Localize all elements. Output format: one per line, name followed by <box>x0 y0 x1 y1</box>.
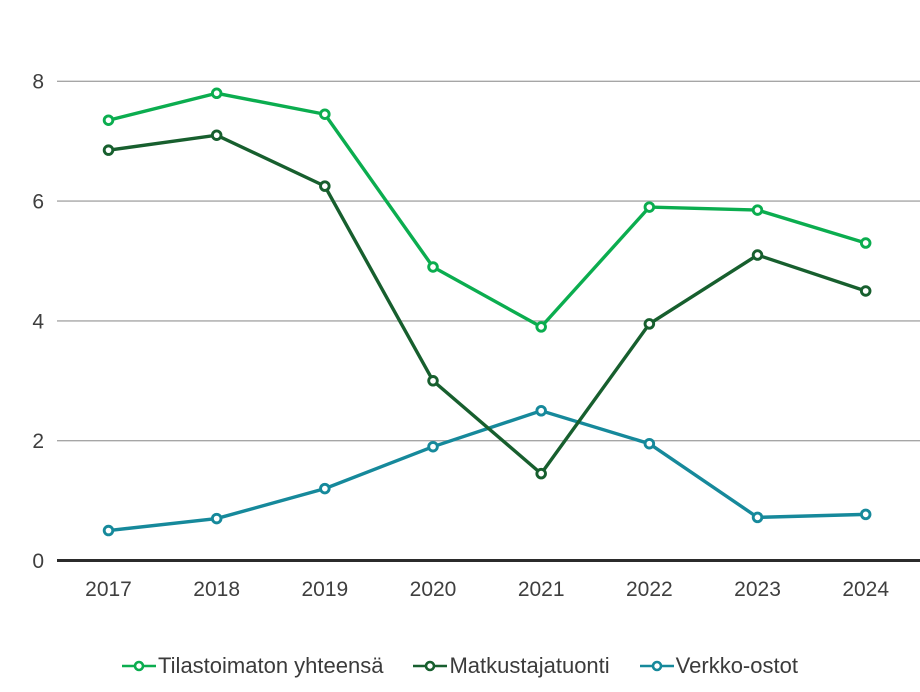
data-point-marker <box>643 318 656 330</box>
data-point-marker <box>535 467 547 480</box>
x-axis-labels: 2017 2018 2019 2020 2021 2022 2023 2024 <box>85 578 889 601</box>
chart-legend: Tilastoimaton yhteensä Matkustajatuonti Ve… <box>0 653 920 679</box>
data-point-marker <box>319 180 331 192</box>
x-tick-label: 2023 <box>734 578 781 601</box>
data-point-marker <box>102 114 115 126</box>
data-point-marker <box>751 511 764 524</box>
data-point-marker <box>319 482 331 495</box>
y-tick-label: 8 <box>32 71 44 94</box>
x-tick-label: 2019 <box>301 578 348 601</box>
series-markers-3 <box>102 405 872 537</box>
x-tick-label: 2022 <box>626 578 673 601</box>
data-point-marker <box>859 285 872 297</box>
data-point-marker <box>427 261 439 273</box>
series-line-1 <box>106 91 868 330</box>
data-point-marker <box>102 524 115 537</box>
data-point-marker <box>427 440 439 453</box>
y-tick-label: 6 <box>32 190 44 213</box>
data-point-marker <box>319 108 331 120</box>
x-tick-label: 2024 <box>842 578 889 601</box>
data-point-marker <box>427 375 439 387</box>
legend-line-marker-icon <box>413 660 448 672</box>
y-axis-labels: 0 2 4 6 8 <box>32 71 44 573</box>
data-point-marker <box>102 144 115 156</box>
data-point-marker <box>535 405 547 417</box>
legend-item-label: Verkko-ostot <box>675 653 798 678</box>
data-point-marker <box>643 437 656 450</box>
legend-item-3: Verkko-ostot <box>639 653 798 679</box>
data-point-marker <box>751 204 764 216</box>
data-point-marker <box>210 512 223 525</box>
y-tick-label: 0 <box>32 550 44 573</box>
x-tick-label: 2021 <box>518 578 565 601</box>
legend-item-1: Tilastoimaton yhteensä <box>122 653 383 679</box>
series-line-2 <box>106 133 868 477</box>
legend-item-label: Tilastoimaton yhteensä <box>158 653 384 678</box>
data-point-marker <box>751 249 764 261</box>
gridlines <box>57 80 920 442</box>
series-markers-1 <box>102 87 872 333</box>
x-tick-label: 2018 <box>193 578 240 601</box>
data-point-marker <box>210 129 223 141</box>
y-tick-label: 4 <box>32 310 44 333</box>
legend-item-label: Matkustajatuonti <box>449 653 610 678</box>
x-tick-label: 2017 <box>85 578 132 601</box>
line-chart: 0 2 4 6 8 2017 2018 2019 2020 2021 2022 2023 2024 <box>32 71 920 601</box>
legend-line-marker-icon <box>122 660 157 672</box>
y-tick-label: 2 <box>32 430 44 453</box>
data-point-marker <box>859 237 872 249</box>
series-markers-2 <box>102 129 872 480</box>
data-point-marker <box>859 508 872 521</box>
data-point-marker <box>535 321 547 333</box>
legend-line-marker-icon <box>639 660 674 672</box>
data-point-marker <box>210 87 223 100</box>
legend-item-2: Matkustajatuonti <box>413 653 610 679</box>
x-tick-label: 2020 <box>410 578 457 601</box>
data-point-marker <box>643 201 656 213</box>
